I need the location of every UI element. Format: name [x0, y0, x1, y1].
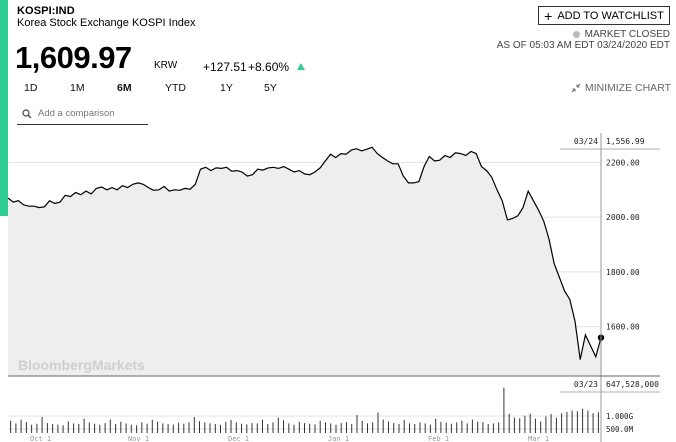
status-dot-icon [572, 31, 580, 38]
date-axis: Oct 1 Nov 1 Dec 1 Jan 1 Feb 1 Mar 1 [30, 435, 549, 442]
market-status: MARKET CLOSED [572, 29, 670, 40]
price-change-percent: +8.60% [248, 60, 290, 74]
price-line [7, 146, 602, 360]
price-tick-label: 1800.00 [606, 268, 640, 277]
date-tick-label: Oct 1 [30, 435, 51, 442]
add-to-watchlist-button[interactable]: + ADD TO WATCHLIST [538, 6, 670, 25]
ticker-symbol: KOSPI:IND [17, 5, 75, 17]
volume-last-label: 647,528,000 [606, 380, 659, 389]
price-chart[interactable]: BloombergMarkets 03/24 1,556.99 1600.00 180… [0, 133, 676, 442]
add-to-watchlist-label: ADD TO WATCHLIST [557, 9, 664, 22]
price-chart-svg: BloombergMarkets 03/24 1,556.99 1600.00 180… [7, 133, 660, 442]
date-tick-label: Mar 1 [528, 435, 549, 442]
comparison-search[interactable] [17, 103, 148, 125]
search-icon [22, 108, 32, 118]
volume-bars [10, 387, 599, 433]
range-1d[interactable]: 1D [24, 82, 38, 94]
date-tick-label: Jan 1 [328, 435, 349, 442]
last-value-label: 1,556.99 [606, 137, 645, 146]
price-tick-label: 1600.00 [606, 323, 640, 332]
volume-tick-label: 500.0M [606, 425, 634, 434]
volume-tick-label: 1.000G [606, 412, 634, 421]
date-tick-label: Nov 1 [128, 435, 149, 442]
range-1m[interactable]: 1M [70, 82, 85, 94]
last-price: 1,609.97 [15, 40, 132, 75]
as-of-timestamp: AS OF 05:03 AM EDT 03/24/2020 EDT [496, 40, 670, 51]
minimize-chart-label: MINIMIZE CHART [584, 82, 671, 94]
range-1y[interactable]: 1Y [220, 82, 233, 94]
price-tick-label: 2000.00 [606, 213, 640, 222]
index-name: Korea Stock Exchange KOSPI Index [17, 17, 196, 29]
minimize-chart-button[interactable]: MINIMIZE CHART [571, 82, 671, 94]
price-axis: 03/24 1,556.99 1600.00 1800.00 2000.00 2200.0… [8, 133, 660, 442]
accent-bar [0, 0, 8, 216]
range-ytd[interactable]: YTD [165, 82, 186, 94]
up-arrow-icon [297, 63, 305, 70]
comparison-input[interactable] [38, 108, 148, 119]
last-date-label: 03/24 [574, 137, 598, 146]
range-6m[interactable]: 6M [117, 82, 132, 94]
date-tick-label: Feb 1 [428, 435, 449, 442]
market-status-label: MARKET CLOSED [584, 29, 670, 40]
date-tick-label: Dec 1 [228, 435, 249, 442]
range-5y[interactable]: 5Y [264, 82, 277, 94]
currency-code: KRW [154, 60, 178, 71]
volume-date-label: 03/23 [574, 380, 598, 389]
volume-axis: 03/23 647,528,000 1.000G 500.0M [560, 380, 660, 434]
price-area [8, 147, 601, 376]
plus-icon: + [544, 7, 553, 24]
price-change: +127.51 [203, 60, 247, 74]
collapse-arrows-icon [571, 83, 581, 93]
price-tick-label: 2200.00 [606, 158, 640, 167]
bloomberg-watermark: BloombergMarkets [18, 357, 145, 373]
